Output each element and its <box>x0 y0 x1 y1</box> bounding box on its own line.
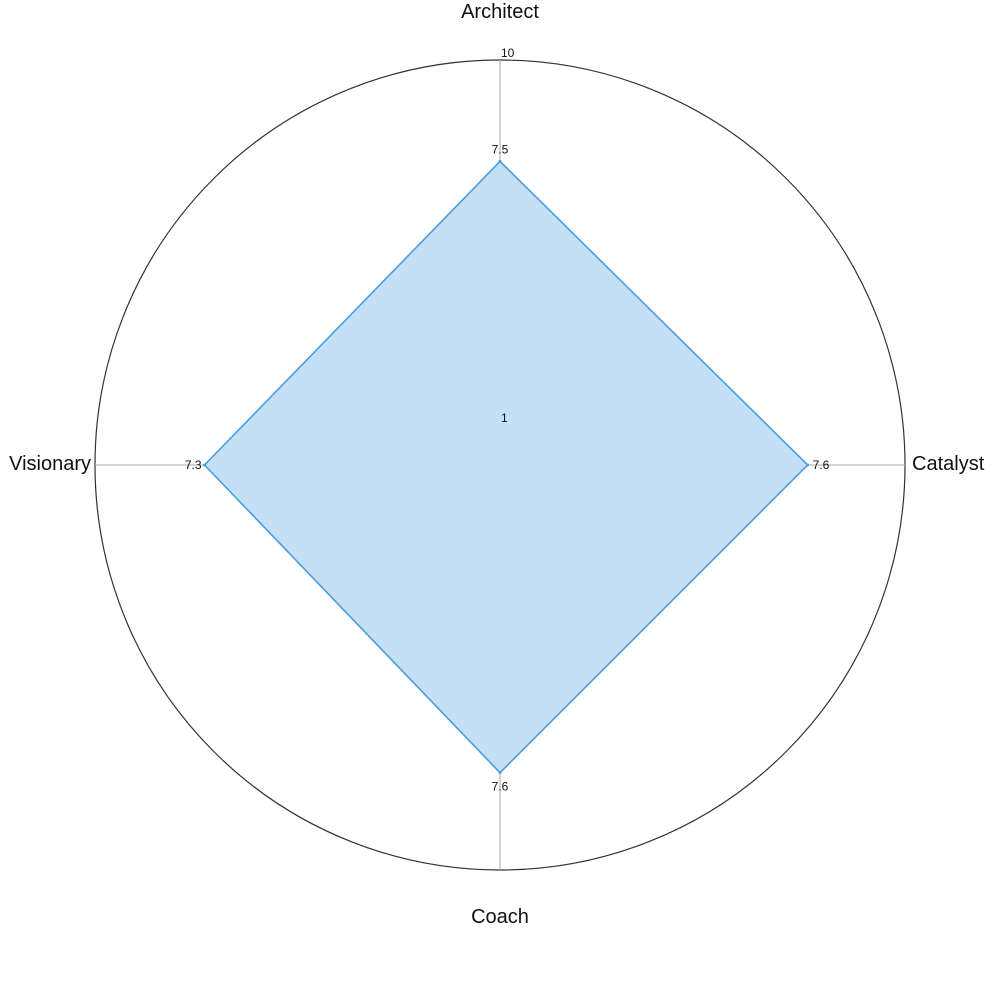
value-label-catalyst: 7.6 <box>813 458 830 472</box>
data-point-coach <box>498 771 502 775</box>
category-label-catalyst: Catalyst <box>912 453 985 475</box>
value-label-coach: 7.6 <box>492 780 509 794</box>
category-label-architect: Architect <box>461 1 539 23</box>
data-point-architect <box>498 159 502 163</box>
value-label-architect: 7.5 <box>492 142 509 156</box>
category-label-visionary: Visionary <box>9 453 91 475</box>
series-area <box>203 160 809 774</box>
data-point-visionary <box>203 463 206 467</box>
category-label-coach: Coach <box>471 906 529 928</box>
scale-label-max: 10 <box>501 46 515 60</box>
value-label-visionary: 7.3 <box>185 458 202 472</box>
radar-series <box>203 159 810 775</box>
radar-labels: 7.5 7.6 7.6 7.3 10 1 Architect Catalyst Coach Vis… <box>9 1 985 928</box>
scale-label-min: 1 <box>501 411 508 425</box>
data-point-catalyst <box>806 463 810 467</box>
